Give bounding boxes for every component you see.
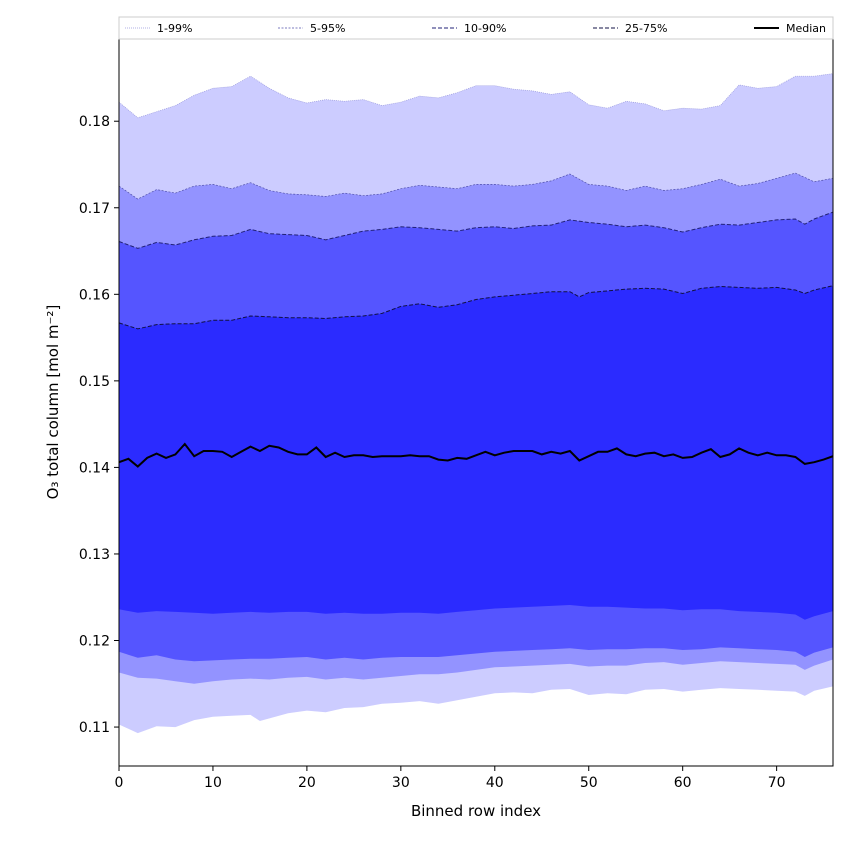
median-line xyxy=(118,442,834,468)
x-tick-label: 70 xyxy=(768,775,786,791)
x-tick-label: 50 xyxy=(580,775,598,791)
x-tick-label: 60 xyxy=(674,775,692,791)
band-1-99-upper-line xyxy=(118,73,834,119)
x-axis-label: Binned row index xyxy=(411,802,541,820)
y-tick-label: 0.14 xyxy=(79,460,110,476)
median-layer xyxy=(118,442,834,468)
legend-frame xyxy=(118,16,834,40)
y-tick-label: 0.12 xyxy=(79,634,110,650)
x-tick-label: 30 xyxy=(392,775,410,791)
legend-label: 25-75% xyxy=(625,22,667,35)
x-tick-label: 20 xyxy=(298,775,316,791)
legend-label: 5-95% xyxy=(310,22,345,35)
y-tick-label: 0.17 xyxy=(79,201,110,217)
y-axis-ticks: 0.11 0.12 0.13 0.14 0.15 0.16 0.17 0.18 xyxy=(79,114,119,736)
legend-label: 1-99% xyxy=(157,22,192,35)
y-tick-label: 0.18 xyxy=(79,114,110,130)
x-tick-label: 10 xyxy=(204,775,222,791)
legend-label: 10-90% xyxy=(464,22,506,35)
y-axis-label: O₃ total column [mol m⁻²] xyxy=(44,305,62,500)
x-axis-ticks: 0 10 20 30 40 50 60 70 xyxy=(115,766,786,791)
legend-label: Median xyxy=(786,22,826,35)
x-tick-label: 0 xyxy=(115,775,124,791)
band-25-75-fill xyxy=(119,285,833,620)
percentile-bands xyxy=(118,73,834,734)
y-tick-label: 0.15 xyxy=(79,374,110,390)
legend: 1-99% 5-95% 10-90% 25-75% Median xyxy=(118,16,834,40)
x-tick-label: 40 xyxy=(486,775,504,791)
y-tick-label: 0.11 xyxy=(79,720,110,736)
band-10-90-upper-line xyxy=(118,211,834,249)
y-tick-label: 0.13 xyxy=(79,547,110,563)
band-5-95-upper-line xyxy=(118,172,834,200)
y-tick-label: 0.16 xyxy=(79,287,110,303)
band-25-75-upper-line xyxy=(118,285,834,330)
